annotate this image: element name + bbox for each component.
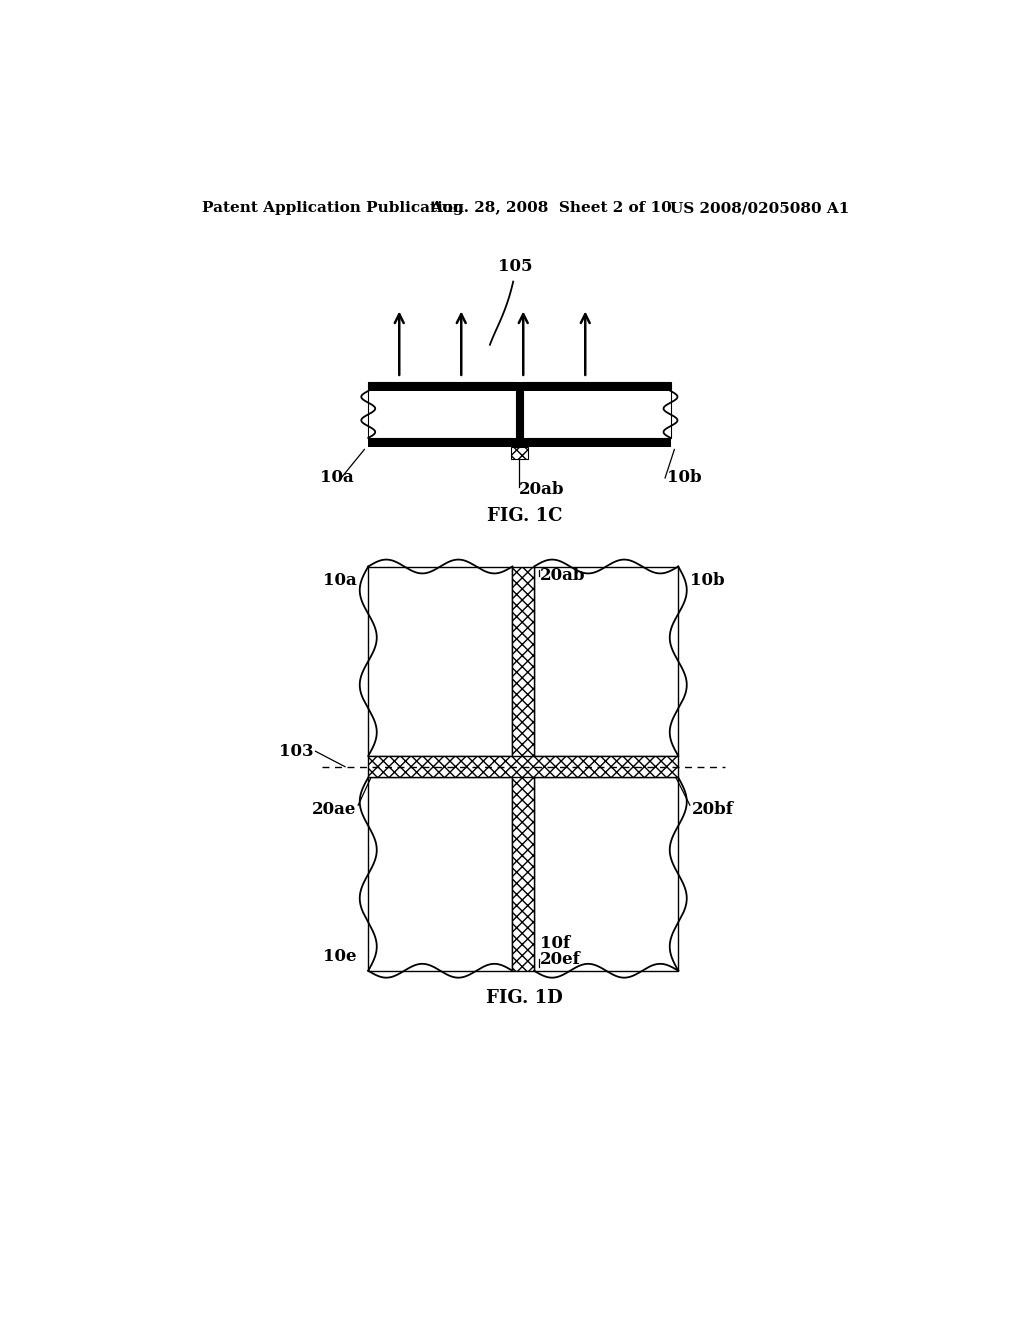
Text: FIG. 1D: FIG. 1D [486,989,563,1007]
Text: Patent Application Publication: Patent Application Publication [202,202,464,215]
Bar [535,777,678,970]
Bar [369,381,671,391]
Bar [369,381,515,438]
Text: 10b: 10b [690,572,725,589]
Text: 10e: 10e [324,948,356,965]
Text: 10f: 10f [541,936,570,952]
Text: 20ab: 20ab [541,568,586,585]
Text: FIG. 1C: FIG. 1C [487,507,562,525]
Bar [515,381,523,447]
Bar [369,438,671,447]
Text: US 2008/0205080 A1: US 2008/0205080 A1 [671,202,850,215]
Text: 20ef: 20ef [541,950,581,968]
Bar [535,566,678,756]
Text: 20ae: 20ae [312,800,356,817]
Text: 105: 105 [499,257,532,275]
Text: 103: 103 [280,743,314,760]
Text: 10a: 10a [323,572,356,589]
Bar [523,381,671,438]
Text: Aug. 28, 2008  Sheet 2 of 10: Aug. 28, 2008 Sheet 2 of 10 [430,202,672,215]
Text: 10a: 10a [321,470,354,487]
Bar [369,756,678,777]
Text: 20ab: 20ab [519,480,565,498]
Bar [511,447,528,459]
Bar [369,566,512,756]
Text: 20bf: 20bf [692,800,734,817]
Bar [512,566,535,970]
Bar [369,777,512,970]
Text: 10b: 10b [667,470,701,487]
